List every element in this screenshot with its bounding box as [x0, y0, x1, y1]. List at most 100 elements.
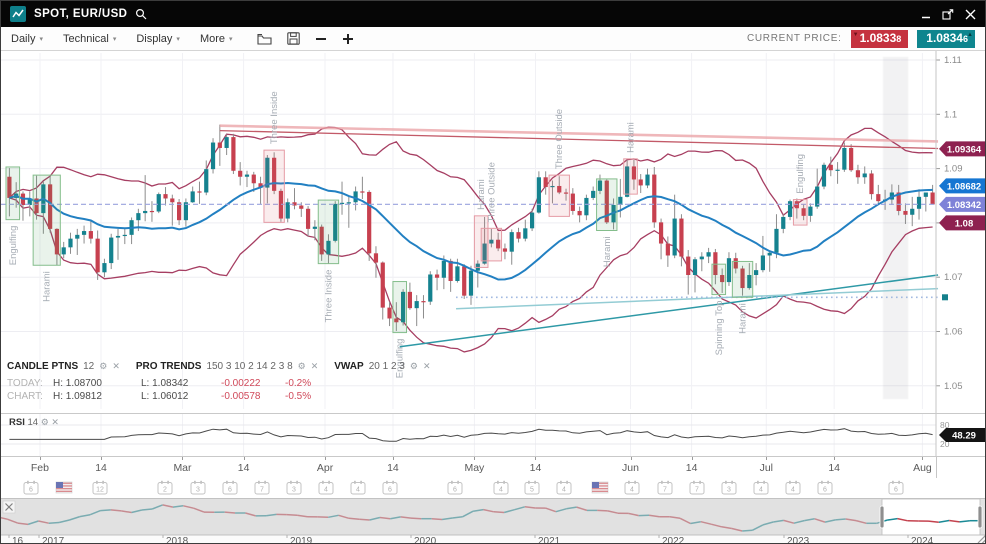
candle	[916, 189, 922, 220]
candle	[781, 213, 786, 234]
remove-indicator-icon[interactable]: ✕	[310, 361, 319, 371]
rsi-value-badge	[939, 428, 985, 443]
calendar-event-icon[interactable]: 6	[447, 480, 463, 495]
search-icon[interactable]	[135, 8, 148, 21]
calendar-event-icon[interactable]: 5	[524, 480, 540, 495]
trendline[interactable]	[399, 274, 939, 348]
candle	[706, 247, 711, 264]
pattern-box[interactable]	[480, 227, 503, 262]
current-price-label: CURRENT PRICE:	[746, 33, 842, 44]
remove-indicator-icon[interactable]: ✕	[51, 417, 59, 427]
pattern-box[interactable]	[792, 199, 808, 226]
open-folder-icon[interactable]	[256, 33, 272, 45]
calendar-event-icon[interactable]: 6	[382, 480, 398, 495]
candle	[787, 199, 793, 221]
us-flag-icon[interactable]	[55, 481, 73, 494]
remove-indicator-icon[interactable]: ✕	[422, 361, 431, 371]
calendar-event-icon[interactable]: 6	[888, 480, 904, 495]
calendar-event-icon[interactable]: 3	[190, 480, 206, 495]
x-axis-tick	[691, 457, 693, 460]
candle	[217, 124, 222, 166]
app-icon	[10, 6, 26, 22]
calendar-event-icon[interactable]: 7	[254, 480, 270, 495]
candle	[720, 268, 725, 293]
svg-text:6: 6	[453, 487, 457, 494]
zoom-in-icon[interactable]	[342, 33, 354, 45]
menu-display[interactable]: Display ▾	[136, 32, 180, 45]
candle	[407, 282, 413, 310]
x-axis-tick	[922, 457, 924, 460]
menu-more[interactable]: More ▾	[199, 32, 233, 45]
pattern-box[interactable]	[711, 263, 727, 296]
candle	[292, 188, 297, 210]
candle	[923, 192, 928, 212]
price-axis-tick: 1.07	[944, 272, 963, 283]
calendar-event-icon[interactable]: 6	[817, 480, 833, 495]
title-bar: SPOT, EUR/USD	[1, 1, 985, 27]
calendar-event-icon[interactable]: 4	[753, 480, 769, 495]
navigator-handle[interactable]	[879, 505, 885, 529]
pattern-box[interactable]	[596, 178, 618, 232]
pattern-label: Three Inside	[323, 270, 334, 323]
gear-icon[interactable]: ⚙	[40, 417, 49, 427]
popout-button[interactable]	[942, 8, 954, 20]
gear-icon[interactable]: ⚙	[99, 361, 108, 371]
candle	[550, 180, 555, 204]
gear-icon[interactable]: ⚙	[297, 361, 306, 371]
minimize-button[interactable]	[921, 9, 931, 19]
calendar-event-icon[interactable]: 4	[350, 480, 366, 495]
us-flag-icon[interactable]	[591, 481, 609, 494]
candle	[754, 263, 759, 286]
pattern-box[interactable]	[5, 166, 21, 221]
calendar-event-icon[interactable]: 6	[23, 480, 39, 495]
candle	[849, 144, 854, 172]
navigator-handle[interactable]	[977, 505, 983, 529]
calendar-event-icon[interactable]: 6	[222, 480, 238, 495]
pattern-box[interactable]	[548, 174, 570, 217]
pattern-box[interactable]	[263, 149, 285, 223]
calendar-event-icon[interactable]: 3	[286, 480, 302, 495]
resize-grip-icon[interactable]	[977, 535, 986, 544]
ohlc-summary: TODAY: H: 1.08700 L: 1.08342 -0.00222 -0…	[7, 378, 312, 402]
save-icon[interactable]	[286, 32, 300, 45]
year-label: 2017	[42, 536, 65, 544]
gear-icon[interactable]: ⚙	[409, 361, 418, 371]
trendline[interactable]	[219, 129, 939, 150]
menu-technical[interactable]: Technical ▾	[62, 32, 117, 45]
close-navigator-icon[interactable]	[2, 500, 16, 514]
calendar-event-icon[interactable]: 4	[785, 480, 801, 495]
pattern-box[interactable]	[32, 174, 61, 266]
calendar-event-icon[interactable]: 4	[318, 480, 334, 495]
trendline[interactable]	[456, 287, 939, 310]
candle	[129, 217, 134, 245]
close-button[interactable]	[965, 9, 976, 20]
calendar-event-icon[interactable]: 2	[157, 480, 173, 495]
remove-indicator-icon[interactable]: ✕	[112, 361, 120, 371]
pattern-box[interactable]	[317, 199, 340, 265]
calendar-event-icon[interactable]: 7	[657, 480, 673, 495]
candle	[102, 258, 107, 278]
calendar-event-icon[interactable]: 3	[721, 480, 737, 495]
menu-daily[interactable]: Daily ▾	[11, 32, 43, 45]
candle	[774, 214, 779, 259]
candle	[869, 170, 874, 200]
candle	[930, 184, 935, 205]
calendar-event-icon[interactable]: 4	[556, 480, 572, 495]
candle	[312, 220, 317, 241]
pattern-box[interactable]	[623, 158, 638, 195]
trendline[interactable]	[219, 124, 939, 143]
calendar-event-icon[interactable]: 7	[689, 480, 705, 495]
zoom-out-icon[interactable]	[315, 33, 327, 45]
range-navigator[interactable]: 16 2017 2018 2019 2020 2021 2022 2023 2024	[1, 498, 986, 544]
calendar-event-icon[interactable]: 4	[624, 480, 640, 495]
candle	[686, 250, 691, 295]
candle	[862, 166, 867, 184]
pattern-box[interactable]	[392, 281, 408, 334]
svg-text:4: 4	[356, 487, 360, 494]
pattern-box[interactable]	[731, 260, 754, 298]
main-chart-panel[interactable]: 1.11 1.1 1.09 1.08 1.07 1.06 1.05 Engulfing Hara…	[1, 51, 985, 413]
price-axis-tick: 1.11	[944, 55, 962, 66]
calendar-event-icon[interactable]: 12	[92, 480, 108, 495]
calendar-event-icon[interactable]: 4	[493, 480, 509, 495]
